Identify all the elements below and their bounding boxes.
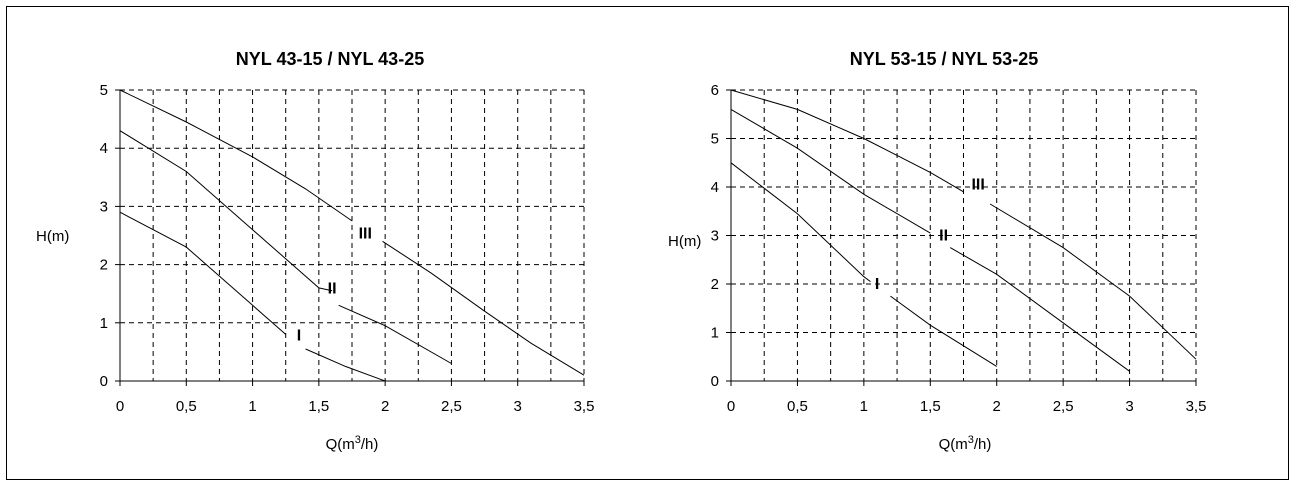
curve-label-III: III: [359, 225, 372, 242]
curve-segment-III: [382, 240, 585, 376]
curve-label-I: I: [297, 327, 301, 344]
x-tick-label: 1: [248, 398, 256, 415]
y-tick-label: 5: [100, 82, 108, 99]
chart-1: NYL 43-15 / NYL 43-25 0 1 2 3 4 5 0 0,5 1 1,5 2 2,5 3…: [36, 49, 594, 453]
x-axis-label-superscript: 3: [355, 434, 361, 446]
x-tick-label: 0: [727, 398, 735, 415]
series-II: II: [119, 130, 452, 364]
chart-2: NYL 53-15 / NYL 53-25 0 1 2 3 4 5 6 0 0,5 1 1,5 2 2,5…: [668, 49, 1206, 453]
y-axis-label: H(m): [668, 233, 701, 250]
x-tick-label: 3: [1125, 398, 1133, 415]
chart-title: NYL 53-15 / NYL 53-25: [850, 49, 1038, 69]
x-tick-label: 3,5: [574, 398, 595, 415]
y-tick-label: 1: [711, 325, 719, 342]
curve-segment-III: [730, 89, 964, 193]
curve-segment-I: [305, 348, 386, 382]
y-tick-label: 0: [711, 373, 719, 390]
grid: [120, 89, 585, 381]
series-I: I: [119, 211, 386, 382]
curve-segment-II: [949, 247, 1130, 372]
curve-label-II: II: [328, 281, 337, 298]
y-tick-label: 5: [711, 131, 719, 148]
y-tick-label: 6: [711, 82, 719, 99]
y-tick-label: 2: [711, 276, 719, 293]
x-tick-label: 3: [514, 398, 522, 415]
curve-segment-II: [119, 130, 333, 292]
x-axis-label: Q(m3/h): [326, 434, 379, 453]
curve-label-III: III: [971, 176, 984, 193]
y-tick-label: 3: [711, 228, 719, 245]
curve-segment-I: [119, 211, 287, 335]
x-axis-label-main: Q(m: [326, 436, 355, 453]
x-axis-label-main: Q(m: [939, 436, 968, 453]
x-tick-label: 0,5: [787, 398, 808, 415]
x-tick-label: 2,5: [1053, 398, 1074, 415]
y-tick-label: 1: [100, 315, 108, 332]
curve-segment-II: [730, 108, 931, 234]
y-tick-label: 0: [100, 373, 108, 390]
curve-segment-III: [989, 203, 1197, 360]
curve-segment-I: [890, 295, 997, 367]
grid: [731, 89, 1197, 381]
curve-segment-III: [119, 89, 353, 222]
x-tick-label: 0,5: [176, 398, 197, 415]
x-axis-label-tail: /h): [974, 436, 992, 453]
y-axis-label: H(m): [36, 228, 69, 245]
series-II: II: [730, 108, 1130, 372]
x-tick-label: 1,5: [920, 398, 941, 415]
x-tick-label: 2: [993, 398, 1001, 415]
x-axis-label: Q(m3/h): [939, 434, 992, 453]
x-tick-label: 2: [381, 398, 389, 415]
x-tick-label: 2,5: [441, 398, 462, 415]
x-tick-label: 1,5: [308, 398, 329, 415]
y-tick-label: 3: [100, 198, 108, 215]
series-III: III: [119, 89, 585, 376]
y-tick-label: 4: [100, 140, 108, 157]
x-axis-label-tail: /h): [361, 436, 379, 453]
series-I: I: [730, 162, 997, 367]
x-tick-label: 3,5: [1186, 398, 1207, 415]
series-III: III: [730, 89, 1197, 360]
curve-label-II: II: [939, 227, 948, 244]
y-tick-label: 4: [711, 179, 719, 196]
curve-segment-II: [338, 304, 452, 364]
x-tick-label: 1: [860, 398, 868, 415]
chart-title: NYL 43-15 / NYL 43-25: [236, 49, 424, 69]
x-axis-label-superscript: 3: [968, 434, 974, 446]
curve-segment-I: [730, 162, 871, 283]
y-tick-label: 2: [100, 257, 108, 274]
curve-label-I: I: [875, 276, 879, 293]
x-tick-label: 0: [116, 398, 124, 415]
